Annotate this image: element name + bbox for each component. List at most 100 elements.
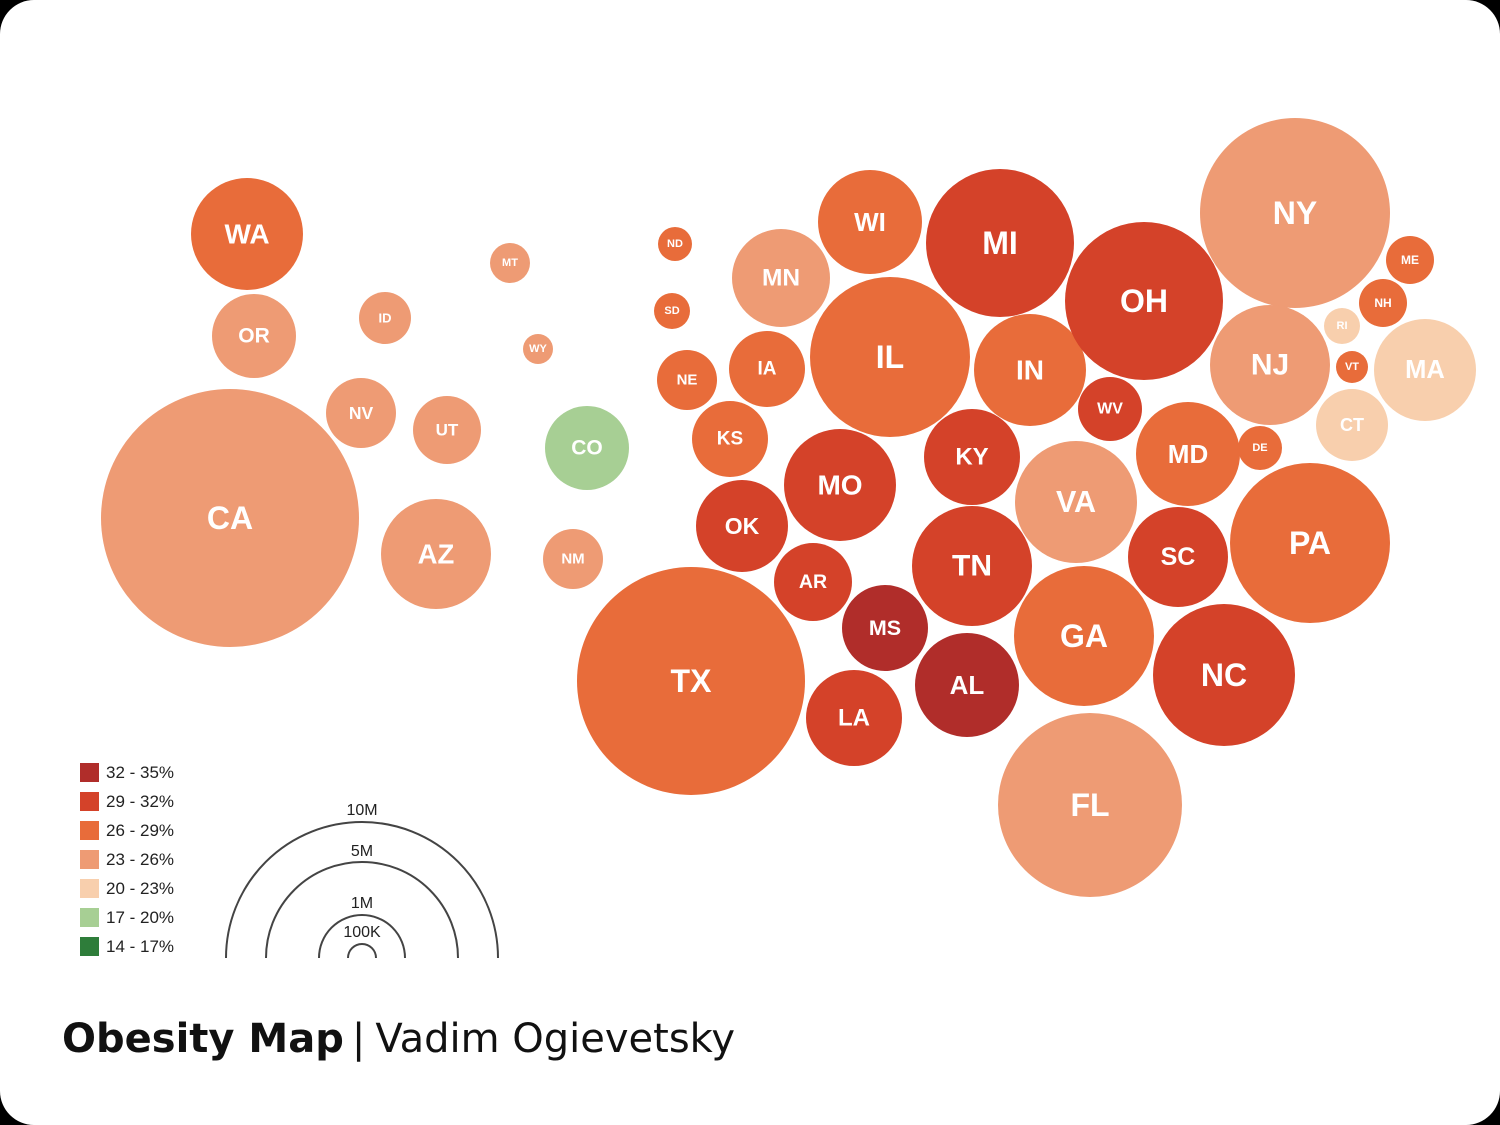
- state-bubble-de[interactable]: DE: [1238, 426, 1282, 470]
- state-bubble-nv[interactable]: NV: [326, 378, 396, 448]
- state-bubble-sd[interactable]: SD: [654, 293, 690, 329]
- state-circle-al[interactable]: [915, 633, 1019, 737]
- state-bubble-in[interactable]: IN: [974, 314, 1086, 426]
- state-circle-az[interactable]: [381, 499, 491, 609]
- state-circle-sc[interactable]: [1128, 507, 1228, 607]
- state-circle-md[interactable]: [1136, 402, 1240, 506]
- state-circle-wy[interactable]: [523, 334, 553, 364]
- state-bubble-wv[interactable]: WV: [1078, 377, 1142, 441]
- state-bubble-ne[interactable]: NE: [657, 350, 717, 410]
- state-bubble-nm[interactable]: NM: [543, 529, 603, 589]
- state-bubble-ut[interactable]: UT: [413, 396, 481, 464]
- state-bubble-ok[interactable]: OK: [696, 480, 788, 572]
- state-circle-ia[interactable]: [729, 331, 805, 407]
- state-circle-pa[interactable]: [1230, 463, 1390, 623]
- state-bubble-la[interactable]: LA: [806, 670, 902, 766]
- state-bubble-vt[interactable]: VT: [1336, 351, 1368, 383]
- state-bubble-oh[interactable]: OH: [1065, 222, 1223, 380]
- state-bubble-wy[interactable]: WY: [523, 334, 553, 364]
- state-bubble-mn[interactable]: MN: [732, 229, 830, 327]
- state-bubble-co[interactable]: CO: [545, 406, 629, 490]
- state-bubble-ca[interactable]: CA: [101, 389, 359, 647]
- state-bubble-az[interactable]: AZ: [381, 499, 491, 609]
- state-circle-ri[interactable]: [1324, 308, 1360, 344]
- state-bubble-va[interactable]: VA: [1015, 441, 1137, 563]
- state-circle-wv[interactable]: [1078, 377, 1142, 441]
- state-bubble-ky[interactable]: KY: [924, 409, 1020, 505]
- state-bubble-ms[interactable]: MS: [842, 585, 928, 671]
- state-circle-nd[interactable]: [658, 227, 692, 261]
- state-circle-ms[interactable]: [842, 585, 928, 671]
- state-bubble-tn[interactable]: TN: [912, 506, 1032, 626]
- state-circle-wi[interactable]: [818, 170, 922, 274]
- state-circle-fl[interactable]: [998, 713, 1182, 897]
- state-circle-nv[interactable]: [326, 378, 396, 448]
- state-circle-mt[interactable]: [490, 243, 530, 283]
- state-circle-ar[interactable]: [774, 543, 852, 621]
- state-bubble-ny[interactable]: NY: [1200, 118, 1390, 308]
- state-circle-wa[interactable]: [191, 178, 303, 290]
- state-circle-ga[interactable]: [1014, 566, 1154, 706]
- state-circle-id[interactable]: [359, 292, 411, 344]
- state-bubble-id[interactable]: ID: [359, 292, 411, 344]
- state-bubble-or[interactable]: OR: [212, 294, 296, 378]
- state-bubble-sc[interactable]: SC: [1128, 507, 1228, 607]
- state-label-ar: AR: [799, 571, 827, 593]
- state-bubble-ia[interactable]: IA: [729, 331, 805, 407]
- state-bubble-nj[interactable]: NJ: [1210, 305, 1330, 425]
- state-bubble-ga[interactable]: GA: [1014, 566, 1154, 706]
- state-circle-nj[interactable]: [1210, 305, 1330, 425]
- state-circle-me[interactable]: [1386, 236, 1434, 284]
- state-bubble-mi[interactable]: MI: [926, 169, 1074, 317]
- state-bubble-wa[interactable]: WA: [191, 178, 303, 290]
- state-bubble-nd[interactable]: ND: [658, 227, 692, 261]
- state-bubble-al[interactable]: AL: [915, 633, 1019, 737]
- state-label-nc: NC: [1201, 657, 1247, 693]
- state-bubble-wi[interactable]: WI: [818, 170, 922, 274]
- state-circle-in[interactable]: [974, 314, 1086, 426]
- state-circle-la[interactable]: [806, 670, 902, 766]
- state-circle-ok[interactable]: [696, 480, 788, 572]
- state-bubble-nc[interactable]: NC: [1153, 604, 1295, 746]
- state-bubble-md[interactable]: MD: [1136, 402, 1240, 506]
- state-bubble-nh[interactable]: NH: [1359, 279, 1407, 327]
- state-bubble-tx[interactable]: TX: [577, 567, 805, 795]
- state-circle-il[interactable]: [810, 277, 970, 437]
- state-bubble-pa[interactable]: PA: [1230, 463, 1390, 623]
- state-circle-ct[interactable]: [1316, 389, 1388, 461]
- state-circle-ut[interactable]: [413, 396, 481, 464]
- state-circle-or[interactable]: [212, 294, 296, 378]
- state-circle-de[interactable]: [1238, 426, 1282, 470]
- state-bubble-il[interactable]: IL: [810, 277, 970, 437]
- state-circle-mn[interactable]: [732, 229, 830, 327]
- state-bubble-ks[interactable]: KS: [692, 401, 768, 477]
- state-bubble-ma[interactable]: MA: [1374, 319, 1476, 421]
- state-bubble-me[interactable]: ME: [1386, 236, 1434, 284]
- state-bubble-mo[interactable]: MO: [784, 429, 896, 541]
- state-circle-mo[interactable]: [784, 429, 896, 541]
- state-circle-oh[interactable]: [1065, 222, 1223, 380]
- state-circle-tx[interactable]: [577, 567, 805, 795]
- state-circle-ks[interactable]: [692, 401, 768, 477]
- state-circle-ma[interactable]: [1374, 319, 1476, 421]
- state-bubble-ar[interactable]: AR: [774, 543, 852, 621]
- state-bubble-ri[interactable]: RI: [1324, 308, 1360, 344]
- state-circle-mi[interactable]: [926, 169, 1074, 317]
- state-bubble-ct[interactable]: CT: [1316, 389, 1388, 461]
- state-circle-vt[interactable]: [1336, 351, 1368, 383]
- state-circle-nm[interactable]: [543, 529, 603, 589]
- state-bubble-fl[interactable]: FL: [998, 713, 1182, 897]
- state-circle-ne[interactable]: [657, 350, 717, 410]
- state-circle-nh[interactable]: [1359, 279, 1407, 327]
- state-circle-ny[interactable]: [1200, 118, 1390, 308]
- state-circle-ky[interactable]: [924, 409, 1020, 505]
- state-circle-ca[interactable]: [101, 389, 359, 647]
- state-circle-tn[interactable]: [912, 506, 1032, 626]
- state-label-ne: NE: [677, 372, 698, 389]
- state-circle-sd[interactable]: [654, 293, 690, 329]
- state-circle-va[interactable]: [1015, 441, 1137, 563]
- legend-label: 26 - 29%: [106, 820, 175, 840]
- state-circle-nc[interactable]: [1153, 604, 1295, 746]
- state-bubble-mt[interactable]: MT: [490, 243, 530, 283]
- state-circle-co[interactable]: [545, 406, 629, 490]
